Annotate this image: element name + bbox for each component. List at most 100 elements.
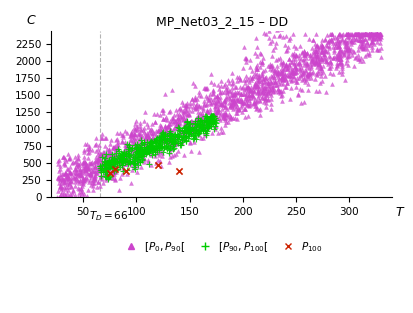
- Point: [170, 143, 177, 148]
- Point: [63, 184, 69, 189]
- Point: [110, 170, 117, 175]
- Point: [305, 71, 311, 76]
- Point: [213, 93, 220, 98]
- Point: [266, 63, 273, 68]
- Point: [135, 147, 141, 152]
- Point: [141, 141, 147, 146]
- Point: [229, 102, 235, 107]
- Point: [289, 74, 296, 79]
- Point: [321, 47, 328, 52]
- Point: [240, 101, 247, 106]
- Point: [193, 117, 199, 122]
- Point: [142, 146, 148, 151]
- Point: [204, 120, 211, 125]
- Point: [97, 164, 103, 169]
- Point: [154, 129, 161, 134]
- Point: [78, 191, 85, 196]
- Point: [133, 146, 140, 151]
- Point: [148, 122, 154, 127]
- Point: [278, 74, 285, 80]
- Point: [308, 57, 314, 62]
- Point: [342, 60, 349, 65]
- Point: [84, 147, 90, 152]
- Point: [244, 85, 251, 90]
- Point: [107, 173, 114, 178]
- Point: [369, 31, 376, 36]
- Point: [180, 122, 187, 127]
- Point: [193, 116, 199, 121]
- Point: [60, 171, 66, 176]
- Point: [169, 154, 175, 159]
- Point: [126, 141, 132, 146]
- Point: [195, 90, 202, 95]
- Point: [159, 126, 165, 131]
- Point: [125, 160, 132, 165]
- Point: [74, 153, 81, 158]
- Point: [79, 181, 85, 186]
- Point: [168, 131, 174, 136]
- Point: [113, 151, 119, 156]
- Point: [277, 70, 284, 75]
- Point: [190, 125, 197, 130]
- Point: [189, 128, 195, 133]
- Point: [276, 88, 282, 93]
- Point: [139, 141, 145, 146]
- Point: [142, 147, 148, 152]
- Point: [62, 195, 68, 200]
- Point: [263, 79, 270, 84]
- Point: [109, 144, 116, 149]
- Point: [168, 142, 175, 147]
- Point: [131, 121, 138, 126]
- Point: [130, 142, 137, 147]
- Point: [240, 91, 247, 96]
- Point: [98, 162, 105, 167]
- Point: [154, 162, 161, 167]
- Point: [282, 16, 288, 21]
- Point: [347, 38, 354, 43]
- Point: [261, 76, 268, 81]
- Point: [161, 126, 168, 131]
- Point: [198, 127, 204, 132]
- Point: [70, 170, 76, 175]
- Point: [199, 127, 206, 132]
- Point: [261, 98, 267, 103]
- Point: [106, 151, 112, 156]
- Point: [347, 47, 353, 52]
- Point: [170, 133, 177, 138]
- Point: [97, 151, 104, 156]
- Point: [82, 164, 88, 169]
- Point: [157, 141, 163, 146]
- Point: [248, 93, 254, 98]
- Point: [133, 145, 139, 150]
- Point: [146, 130, 152, 135]
- Point: [119, 151, 126, 156]
- Point: [102, 158, 109, 163]
- Point: [183, 134, 189, 139]
- Point: [107, 159, 113, 164]
- Point: [220, 83, 227, 88]
- Point: [321, 38, 328, 43]
- Point: [192, 84, 198, 89]
- Point: [313, 42, 320, 47]
- Point: [85, 166, 91, 171]
- Point: [166, 136, 173, 141]
- Point: [131, 156, 138, 161]
- Point: [214, 99, 221, 104]
- Point: [366, 42, 373, 47]
- Point: [233, 102, 239, 107]
- Point: [236, 99, 243, 104]
- Point: [175, 135, 181, 140]
- Point: [258, 85, 264, 90]
- Point: [81, 158, 88, 163]
- Point: [361, 36, 368, 41]
- Point: [102, 143, 108, 148]
- Point: [359, 38, 366, 44]
- Point: [183, 128, 189, 133]
- Point: [278, 93, 285, 98]
- Point: [329, 40, 336, 45]
- Point: [170, 140, 177, 145]
- Point: [154, 158, 161, 163]
- Point: [81, 179, 87, 184]
- Point: [320, 52, 326, 57]
- Point: [149, 145, 155, 150]
